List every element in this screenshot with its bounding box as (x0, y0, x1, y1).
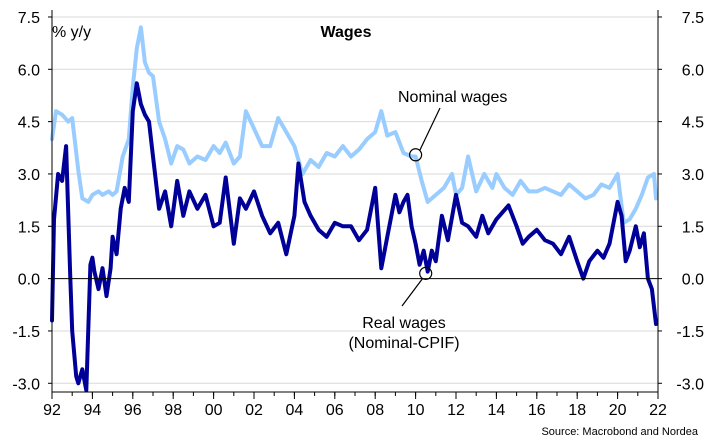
x-tick-label: 12 (447, 402, 465, 419)
y-tick-label-left: 6.0 (18, 62, 40, 79)
nominal-wages-line (50, 25, 658, 225)
annotations: Nominal wages Real wages (Nominal-CPIF) (348, 89, 507, 352)
y-tick-label-left: -1.5 (12, 324, 40, 341)
y-tick-label-left: 0.0 (18, 272, 40, 289)
real-wages-label-line: Real wages (362, 315, 446, 332)
y-tick-label-right: 6.0 (682, 62, 704, 79)
x-tick-label: 10 (407, 402, 425, 419)
y-tick-label-right: 1.5 (682, 219, 704, 236)
x-tick-label: 06 (326, 402, 344, 419)
y-tick-label-left: 3.0 (18, 167, 40, 184)
y-tick-label-right: 3.0 (682, 167, 704, 184)
nominal-wages-label: Nominal wages (398, 89, 507, 106)
y-tick-label-right: -3.0 (676, 376, 704, 393)
real-wages-leader (401, 278, 424, 307)
nominal-wages-marker (409, 148, 423, 162)
x-tick-label: 20 (609, 402, 627, 419)
y-tick-label-left: -3.0 (12, 376, 40, 393)
x-tick-label: 98 (164, 402, 182, 419)
y-axis-label: % y/y (52, 24, 91, 41)
real-wages-line (50, 81, 658, 393)
chart-title: Wages (321, 24, 372, 41)
x-tick-label: 94 (84, 402, 102, 419)
source-note: Source: Macrobond and Nordea (541, 426, 698, 438)
series-lines (50, 25, 658, 393)
nominal-wages-leader (419, 107, 441, 152)
y-tick-label-left: 1.5 (18, 219, 40, 236)
x-tick-label: 08 (366, 402, 384, 419)
axes: 7.5 7.5 6.0 6.0 4.5 4.5 3.0 3.0 1.5 1.5 0.0 0.0 -1.5… (12, 10, 704, 419)
gridlines (52, 16, 658, 384)
x-tick-label: 18 (568, 402, 586, 419)
real-wages-label-line: (Nominal-CPIF) (348, 335, 459, 352)
x-tick-label: 04 (286, 402, 304, 419)
real-wages-marker (419, 266, 433, 280)
y-tick-label-left: 4.5 (18, 115, 40, 132)
y-tick-label-right: -1.5 (676, 324, 704, 341)
x-tick-label: 00 (205, 402, 223, 419)
x-tick-label: 92 (43, 402, 61, 419)
x-tick-label: 02 (245, 402, 263, 419)
y-tick-label-left: 7.5 (18, 10, 40, 27)
y-tick-label-right: 4.5 (682, 115, 704, 132)
x-tick-label: 22 (649, 402, 667, 419)
x-tick-label: 14 (488, 402, 506, 419)
x-tick-label: 96 (124, 402, 142, 419)
x-tick-label: 16 (528, 402, 546, 419)
y-tick-label-right: 0.0 (682, 272, 704, 289)
y-tick-label-right: 7.5 (682, 10, 704, 27)
